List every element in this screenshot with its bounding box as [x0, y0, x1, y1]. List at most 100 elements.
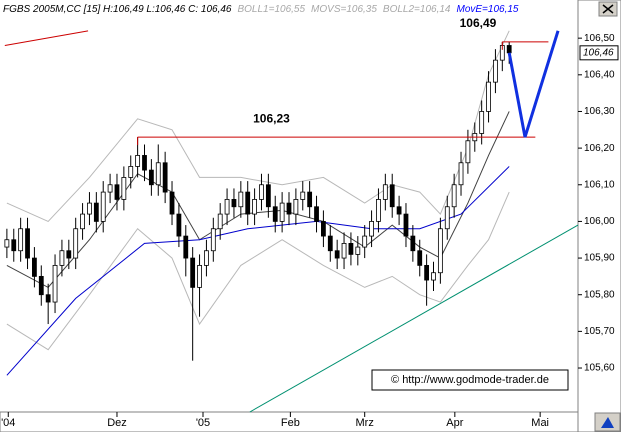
candle-body	[341, 243, 347, 259]
candle-body	[93, 202, 99, 222]
candle-body	[389, 184, 395, 208]
x-axis-panel	[0, 411, 579, 432]
candle-body	[362, 235, 368, 248]
candle-body	[444, 206, 450, 230]
candle-body	[486, 81, 491, 112]
y-axis-panel	[577, 0, 621, 432]
candle-body	[25, 228, 30, 259]
trend-line	[249, 224, 579, 413]
header-bar	[0, 0, 578, 18]
candle-body	[272, 206, 278, 222]
x-tick-label: Feb	[281, 417, 300, 429]
candle-body	[396, 206, 402, 215]
candle-body	[424, 264, 430, 281]
candle-body	[348, 243, 354, 255]
header-text: FGBS 2005M,CC [15] H:106,49 L:106,46 C: …	[3, 4, 519, 15]
candle-body	[38, 275, 44, 296]
candle-body	[458, 162, 464, 186]
candle-body	[410, 235, 416, 252]
candle-body	[265, 184, 271, 208]
candle-body	[382, 184, 388, 200]
candle-body	[286, 202, 292, 215]
close-icon	[602, 4, 614, 14]
candle-body	[417, 250, 423, 266]
y-tick-label: 106,10	[584, 179, 615, 190]
candle-body	[18, 228, 24, 252]
y-tick-label: 105,80	[584, 289, 615, 300]
candle-body	[169, 191, 175, 215]
candle-body	[321, 221, 326, 237]
header-item: BOLL2=106,14	[383, 4, 451, 15]
y-tick-label: 106,30	[584, 106, 615, 117]
candle-body	[204, 250, 209, 266]
candle-body	[437, 228, 443, 274]
candle-body	[32, 257, 37, 277]
candle-body	[197, 264, 202, 288]
candle-body	[80, 213, 85, 230]
trend-line	[4, 30, 89, 46]
candle-body	[224, 199, 230, 215]
x-tick-label: '05	[196, 417, 210, 429]
x-tick-label: Mai	[531, 417, 549, 429]
last-price-label: 106,46	[583, 47, 614, 58]
last-price-box	[579, 45, 619, 61]
candle-body	[493, 59, 498, 83]
candle-body	[327, 235, 333, 252]
candle-body	[183, 235, 189, 259]
candle-body	[142, 155, 147, 171]
candle-body	[293, 199, 299, 215]
candle-body	[11, 239, 17, 252]
candle-body	[403, 213, 409, 237]
indicator-line	[6, 111, 510, 289]
candle-body	[100, 191, 106, 222]
y-tick-label: 105,90	[584, 253, 615, 264]
copyright: © http://www.godmode-trader.de	[391, 374, 549, 386]
header-item: FGBS 2005M,CC [15] H:106,49 L:106,46 C: …	[3, 4, 232, 15]
candle-body	[300, 191, 306, 200]
candle-body	[376, 199, 381, 222]
candle-body	[217, 213, 223, 230]
candle-body	[334, 250, 340, 259]
y-tick-label: 105,60	[584, 363, 615, 374]
header-item: MOVS=106,35	[311, 4, 377, 15]
candle-body	[155, 162, 161, 186]
candle-body	[59, 250, 65, 266]
x-tick-label: Dez	[107, 417, 127, 429]
candle-body	[52, 264, 58, 303]
level-label: 106,23	[253, 111, 290, 125]
candle-body	[45, 294, 51, 303]
y-tick-label: 106,40	[584, 69, 615, 80]
x-tick-label: Mrz	[356, 417, 374, 429]
y-tick-label: 106,00	[584, 216, 615, 227]
candle-body	[252, 199, 257, 215]
candle-body	[148, 169, 154, 186]
candle-body	[465, 140, 471, 164]
candle-body	[479, 111, 485, 134]
y-tick-label: 105,70	[584, 326, 615, 337]
candle-body	[307, 191, 313, 208]
candle-body	[355, 246, 361, 255]
candle-body	[114, 184, 120, 200]
candle-body	[66, 250, 72, 259]
candle-body	[176, 213, 182, 237]
plot-area	[4, 30, 579, 413]
indicator-line	[6, 191, 510, 351]
candle-body	[87, 202, 92, 215]
candle-body	[135, 155, 141, 167]
candle-body	[279, 202, 285, 222]
level-label: 106,49	[460, 16, 497, 30]
candle-body	[4, 239, 10, 248]
y-tick-label: 106,20	[584, 143, 615, 154]
header-item: MovE=106,15	[456, 4, 518, 15]
candle-body	[121, 177, 127, 200]
candle-body	[451, 184, 457, 208]
candle-body	[245, 191, 251, 215]
candle-body	[506, 45, 512, 54]
corner-icon	[601, 417, 614, 428]
candle-body	[162, 162, 168, 193]
x-tick-label: '04	[1, 417, 15, 429]
candle-body	[190, 257, 196, 288]
candle-body	[369, 221, 374, 237]
candle-body	[259, 184, 264, 200]
